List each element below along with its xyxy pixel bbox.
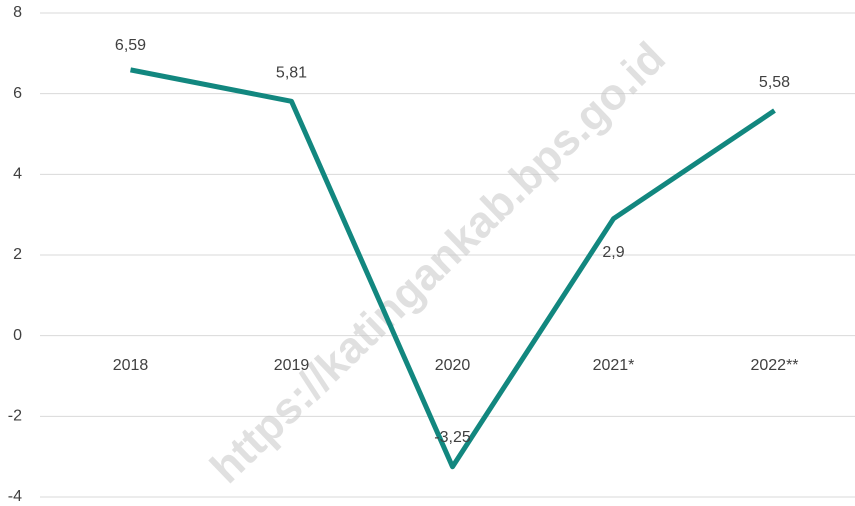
grid xyxy=(40,12,855,498)
x-tick-label: 2022** xyxy=(750,357,798,374)
x-tick-label: 2019 xyxy=(274,357,310,374)
data-label: 6,59 xyxy=(115,37,146,54)
x-tick-label: 2021* xyxy=(593,357,635,374)
y-tick-label: 6 xyxy=(13,85,22,102)
data-label: -3,25 xyxy=(434,429,471,446)
y-tick-label: -2 xyxy=(8,408,22,425)
x-tick-label: 2020 xyxy=(435,357,471,374)
y-tick-label: -4 xyxy=(8,488,22,505)
series-line xyxy=(130,67,776,470)
y-tick-label: 8 xyxy=(13,4,22,21)
y-tick-label: 0 xyxy=(13,327,22,344)
watermark: https://katingankab.bps.go.id xyxy=(201,33,675,493)
y-tick-label: 4 xyxy=(13,166,22,183)
data-label: 5,81 xyxy=(276,65,307,82)
data-label: 2,9 xyxy=(602,244,624,261)
x-tick-label: 2018 xyxy=(113,357,149,374)
data-label: 5,58 xyxy=(759,74,790,91)
y-tick-label: 2 xyxy=(13,246,22,263)
